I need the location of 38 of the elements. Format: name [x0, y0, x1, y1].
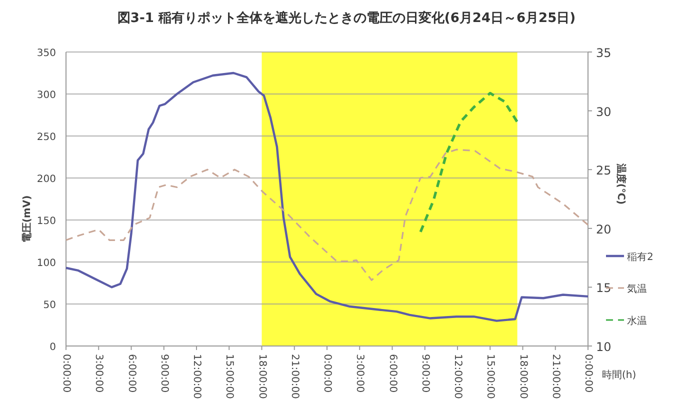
y-tick-label: 100 — [36, 258, 56, 269]
x-tick-label: 3:00:00 — [354, 354, 366, 393]
y-tick-label: 300 — [36, 90, 56, 101]
x-tick-label: 21:00:00 — [288, 354, 300, 399]
x-tick-label: 18:00:00 — [256, 354, 268, 399]
y-tick-label: 200 — [36, 174, 56, 185]
x-tick-label: 6:00:00 — [386, 354, 398, 393]
x-tick-label: 18:00:00 — [517, 354, 528, 399]
legend-label: 気温 — [627, 283, 647, 295]
y-tick-label: 250 — [36, 132, 56, 143]
x-tick-label: 6:00:00 — [126, 354, 137, 393]
x-tick-label: 0:00:00 — [582, 354, 594, 393]
x-tick-label: 0:00:00 — [60, 354, 72, 393]
x-tick-label: 15:00:00 — [484, 354, 496, 399]
x-tick-label: 3:00:00 — [93, 354, 104, 393]
y2-tick-label: 25 — [596, 164, 612, 178]
chart-title: 図3-1 稲有りポット全体を遮光したときの電圧の日変化(6月24日～6月25日) — [117, 10, 576, 26]
x-tick-label: 0:00:00 — [322, 354, 332, 393]
legend-label: 水温 — [627, 315, 647, 327]
x-tick-label: 12:00:00 — [452, 354, 463, 399]
x-tick-label: 9:00:00 — [158, 354, 170, 393]
y2-tick-label: 10 — [596, 340, 612, 354]
legend-label: 稲有2 — [627, 251, 654, 263]
y2-tick-label: 35 — [596, 46, 612, 60]
x-axis-title: 時間(h) — [602, 369, 636, 381]
y-tick-label: 0 — [50, 342, 56, 353]
y2-tick-label: 15 — [596, 281, 612, 296]
y-tick-label: 150 — [36, 216, 56, 227]
x-tick-label: 12:00:00 — [191, 354, 202, 399]
y-axis-title: 電圧(mV) — [21, 195, 33, 243]
x-tick-label: 15:00:00 — [224, 354, 235, 399]
y-tick-label: 350 — [36, 48, 56, 59]
y2-tick-label: 20 — [596, 222, 612, 236]
y-tick-label: 50 — [43, 300, 56, 311]
y2-axis-title: 温度(℃) — [615, 162, 627, 205]
x-tick-label: 21:00:00 — [550, 354, 561, 399]
y2-tick-label: 30 — [596, 104, 612, 119]
x-tick-label: 9:00:00 — [419, 354, 430, 393]
